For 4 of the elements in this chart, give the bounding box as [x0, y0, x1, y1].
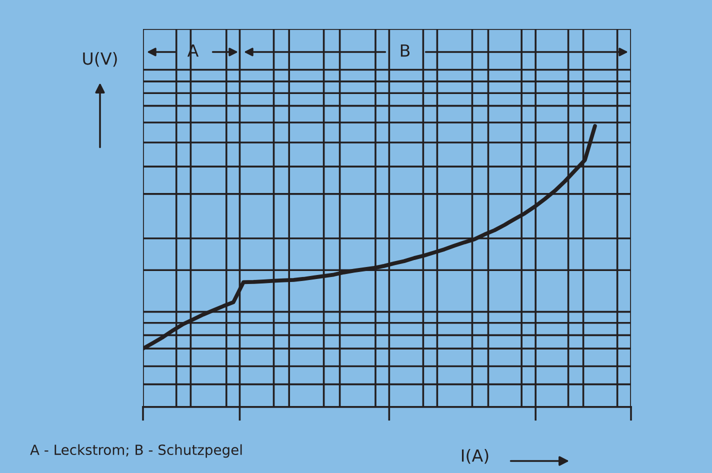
x-axis-title: I(A)	[462, 448, 488, 464]
text: B	[400, 44, 410, 57]
text: A - Leckstrom; B - Schutzpegel	[30, 444, 242, 458]
y-axis-title: U(V)	[83, 52, 117, 67]
